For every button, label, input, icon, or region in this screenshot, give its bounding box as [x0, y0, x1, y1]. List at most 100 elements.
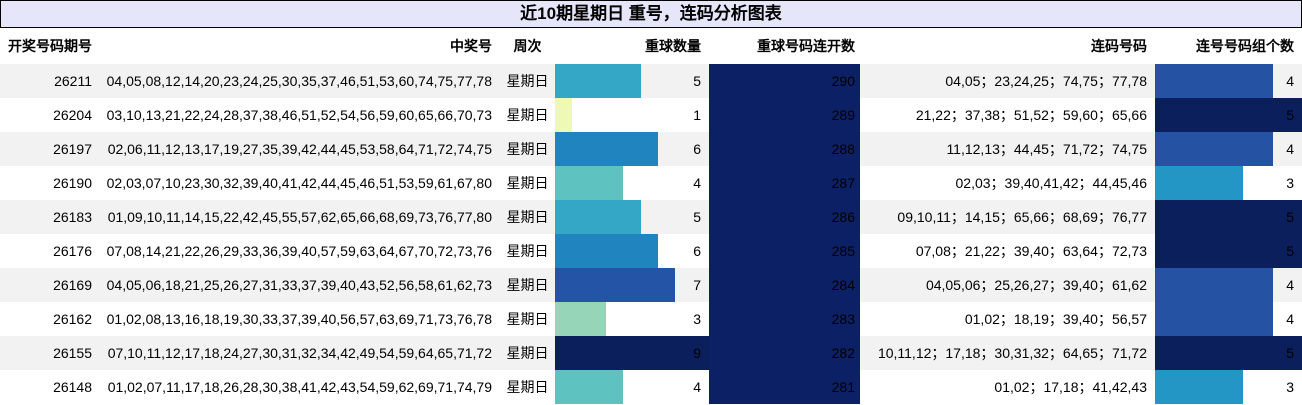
repeat-streak-value: 288 — [831, 141, 855, 157]
header-weekday: 周次 — [513, 38, 542, 54]
repeat-streak-value: 285 — [831, 243, 855, 259]
weekday-cell: 星期日 — [500, 132, 555, 166]
group-count-cell: 4 — [1155, 302, 1302, 336]
repeat-count-value: 4 — [693, 175, 701, 191]
repeat-count-bar — [555, 370, 624, 404]
header-row: 开奖号码期号 中奖号 周次 重球数量 重球号码连开数 连码号码 连号号码组个数 — [0, 28, 1302, 64]
group-count-cell: 4 — [1155, 64, 1302, 98]
table-row: 26211 04,05,08,12,14,20,23,24,25,30,35,37… — [0, 64, 1302, 98]
numbers-cell: 07,10,11,12,17,18,24,27,30,31,32,34,42,4… — [100, 336, 500, 370]
issue-cell: 26176 — [53, 243, 92, 259]
issue-cell: 26211 — [0, 64, 100, 98]
issue-cell: 26148 — [53, 379, 92, 395]
group-count-cell: 4 — [1155, 132, 1302, 166]
repeat-count-bar — [555, 166, 624, 200]
repeat-count-bar — [555, 336, 709, 370]
repeat-count-cell: 6 — [555, 132, 709, 166]
repeat-count-value: 5 — [693, 209, 701, 225]
repeat-streak-cell: 288 — [709, 132, 863, 166]
repeat-count-cell: 7 — [555, 268, 709, 302]
group-count-value: 3 — [1286, 379, 1294, 395]
numbers-cell: 07,08,14,21,22,26,29,33,36,39,40,57,59,6… — [106, 243, 492, 259]
group-count-cell: 5 — [1155, 200, 1302, 234]
header-group-count: 连号号码组个数 — [1196, 38, 1294, 54]
repeat-streak-value: 281 — [831, 379, 855, 395]
issue-cell: 26169 — [0, 268, 100, 302]
header-issue: 开奖号码期号 — [8, 38, 92, 54]
repeat-streak-bar — [709, 268, 860, 302]
numbers-cell: 04,05,08,12,14,20,23,24,25,30,35,37,46,5… — [100, 64, 500, 98]
weekday-cell: 星期日 — [500, 336, 555, 370]
repeat-streak-cell: 281 — [709, 370, 863, 404]
issue-cell: 26155 — [0, 336, 100, 370]
group-count-value: 5 — [1286, 345, 1294, 361]
weekday-cell: 星期日 — [500, 200, 555, 234]
repeat-streak-value: 282 — [831, 345, 855, 361]
chart-title: 近10期星期日 重号，连码分析图表 — [0, 0, 1302, 28]
repeat-streak-bar — [709, 370, 860, 404]
repeat-streak-value: 287 — [831, 175, 855, 191]
table-row: 26183 01,09,10,11,14,15,22,42,45,55,57,62… — [0, 200, 1302, 234]
repeat-count-bar — [555, 200, 641, 234]
group-count-bar — [1155, 200, 1302, 234]
issue-cell: 26197 — [0, 132, 100, 166]
group-count-bar — [1155, 64, 1273, 98]
weekday-cell: 星期日 — [506, 379, 549, 395]
group-count-value: 4 — [1286, 277, 1294, 293]
repeat-streak-value: 286 — [831, 209, 855, 225]
repeat-count-bar — [555, 132, 658, 166]
group-count-cell: 3 — [1155, 370, 1302, 404]
repeat-streak-bar — [709, 98, 860, 132]
numbers-cell: 01,09,10,11,14,15,22,42,45,55,57,62,65,6… — [100, 200, 500, 234]
consecutive-cell: 04,05；23,24,25；74,75；77,78 — [863, 64, 1155, 98]
repeat-streak-cell: 290 — [709, 64, 863, 98]
issue-cell: 26204 — [53, 107, 92, 123]
consecutive-cell: 07,08；21,22；39,40；63,64；72,73 — [915, 243, 1147, 259]
repeat-count-value: 9 — [693, 345, 701, 361]
consecutive-cell: 21,22；37,38；51,52；59,60；65,66 — [915, 107, 1147, 123]
header-repeat-streak: 重球号码连开数 — [757, 38, 855, 54]
numbers-cell: 03,10,13,21,22,24,28,37,38,46,51,52,54,5… — [106, 107, 492, 123]
consecutive-cell: 04,05,06；25,26,27；39,40；61,62 — [863, 268, 1155, 302]
group-count-value: 5 — [1286, 209, 1294, 225]
group-count-value: 4 — [1286, 311, 1294, 327]
repeat-count-cell: 5 — [555, 64, 709, 98]
numbers-cell: 01,02,08,13,16,18,19,30,33,37,39,40,56,5… — [106, 311, 492, 327]
repeat-count-cell: 4 — [555, 166, 709, 200]
repeat-streak-cell: 284 — [709, 268, 863, 302]
group-count-cell: 5 — [1155, 234, 1302, 268]
consecutive-cell: 02,03；39,40,41,42；44,45,46 — [955, 175, 1148, 191]
repeat-count-cell: 5 — [555, 200, 709, 234]
repeat-streak-bar — [709, 234, 860, 268]
weekday-cell: 星期日 — [506, 175, 549, 191]
table-row: 26155 07,10,11,12,17,18,24,27,30,31,32,34… — [0, 336, 1302, 370]
consecutive-cell: 11,12,13；44,45；71,72；74,75 — [863, 132, 1155, 166]
repeat-streak-value: 283 — [831, 311, 855, 327]
consecutive-cell: 09,10,11；14,15；65,66；68,69；76,77 — [863, 200, 1155, 234]
weekday-cell: 星期日 — [506, 243, 549, 259]
repeat-streak-cell: 285 — [709, 234, 863, 268]
weekday-cell: 星期日 — [500, 64, 555, 98]
group-count-bar — [1155, 370, 1244, 404]
repeat-streak-bar — [709, 336, 860, 370]
header-consecutive: 连码号码 — [1091, 38, 1147, 54]
repeat-count-cell: 3 — [555, 302, 709, 336]
weekday-cell: 星期日 — [506, 311, 549, 327]
repeat-streak-cell: 289 — [709, 98, 863, 132]
repeat-streak-bar — [709, 64, 860, 98]
repeat-count-value: 5 — [693, 73, 701, 89]
repeat-streak-value: 290 — [831, 73, 855, 89]
group-count-value: 4 — [1286, 73, 1294, 89]
repeat-count-value: 7 — [693, 277, 701, 293]
repeat-count-cell: 4 — [555, 370, 709, 404]
consecutive-cell: 10,11,12；17,18；30,31,32；64,65；71,72 — [863, 336, 1155, 370]
repeat-streak-cell: 287 — [709, 166, 863, 200]
table-row: 26169 04,05,06,18,21,25,26,27,31,33,37,39… — [0, 268, 1302, 302]
group-count-value: 5 — [1286, 243, 1294, 259]
numbers-cell: 01,02,07,11,17,18,26,28,30,38,41,42,43,5… — [107, 379, 492, 395]
repeat-streak-bar — [709, 166, 860, 200]
repeat-count-bar — [555, 268, 675, 302]
repeat-count-bar — [555, 302, 607, 336]
group-count-cell: 4 — [1155, 268, 1302, 302]
repeat-streak-cell: 282 — [709, 336, 863, 370]
